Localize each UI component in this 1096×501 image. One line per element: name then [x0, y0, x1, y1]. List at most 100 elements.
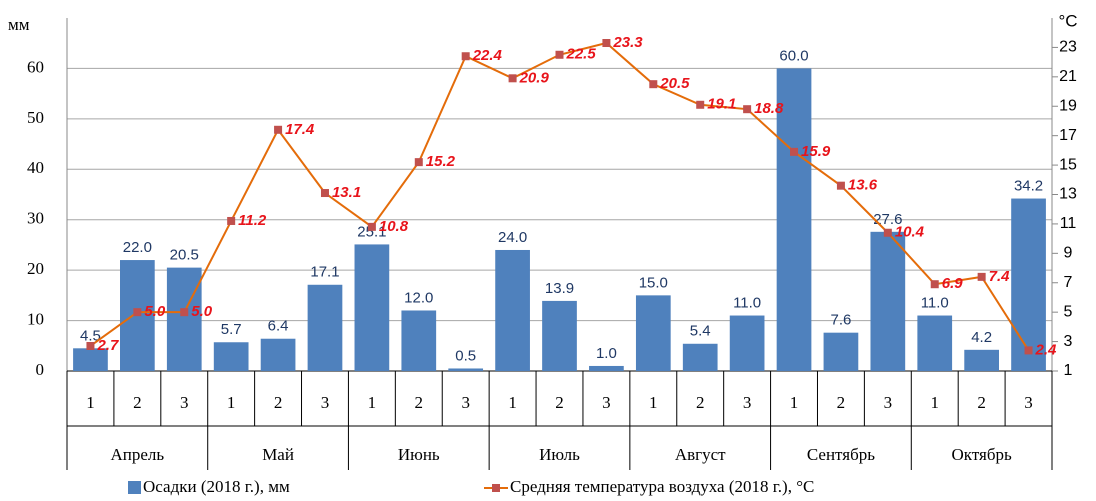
line-marker — [977, 272, 986, 281]
x-tick-label: 2 — [133, 393, 142, 412]
category-group-label: Июль — [539, 445, 580, 464]
line-value-label: 15.9 — [801, 143, 831, 160]
line-marker — [883, 228, 892, 237]
bar-value-label: 4.2 — [971, 329, 992, 346]
line-value-label: 19.1 — [707, 96, 736, 113]
line-marker — [180, 308, 189, 317]
y-tick-label: 50 — [27, 108, 44, 127]
bar — [917, 315, 953, 371]
y2-tick-label: 1 — [1064, 362, 1073, 379]
line-marker — [133, 308, 142, 317]
line-marker — [602, 39, 611, 48]
bar — [1011, 198, 1046, 371]
line-marker — [367, 222, 376, 231]
line-value-label: 15.2 — [426, 153, 456, 170]
line-marker — [274, 125, 283, 134]
bar — [495, 249, 530, 371]
line-value-label: 10.8 — [379, 218, 409, 235]
x-tick-label: 2 — [555, 393, 564, 412]
line-marker — [930, 280, 939, 289]
x-tick-label: 1 — [368, 393, 377, 412]
bar — [401, 310, 437, 371]
line-value-label: 22.4 — [472, 47, 503, 64]
x-tick-label: 2 — [837, 393, 846, 412]
bar-value-label: 4.5 — [80, 327, 101, 344]
line-value-label: 13.1 — [332, 184, 361, 201]
line-marker — [836, 181, 845, 190]
bar — [307, 284, 343, 371]
y2-axis-label: °C — [1058, 11, 1077, 30]
bar — [73, 348, 108, 371]
x-tick-label: 3 — [743, 393, 752, 412]
y2-tick-label: 5 — [1064, 303, 1073, 320]
category-group-label: Август — [675, 445, 726, 464]
y-tick-label: 0 — [36, 360, 45, 379]
category-group-label: Май — [262, 445, 294, 464]
bar-value-label: 1.0 — [596, 345, 617, 362]
x-tick-label: 1 — [790, 393, 799, 412]
line-value-label: 17.4 — [285, 121, 315, 138]
line-value-label: 18.8 — [754, 100, 784, 117]
bar-value-label: 12.0 — [404, 289, 433, 306]
bar-value-label: 15.0 — [639, 274, 668, 291]
line-value-label: 5.0 — [144, 303, 166, 320]
bar-value-label: 60.0 — [779, 47, 808, 64]
x-tick-label: 3 — [884, 393, 893, 412]
y2-tick-label: 23 — [1059, 39, 1077, 56]
line-marker — [227, 216, 236, 225]
line-marker — [86, 341, 95, 350]
bar — [964, 349, 999, 371]
line-value-label: 11.2 — [238, 212, 267, 229]
line-marker — [461, 52, 470, 61]
line-marker — [696, 100, 705, 109]
y2-tick-label: 7 — [1064, 274, 1073, 291]
bar-value-label: 6.4 — [268, 318, 289, 335]
y2-tick-label: 3 — [1064, 333, 1073, 350]
line-marker — [743, 105, 752, 114]
y2-tick-label: 15 — [1059, 156, 1077, 173]
y-tick-label: 60 — [27, 57, 44, 76]
line-marker — [320, 189, 329, 198]
bar-value-label: 27.6 — [873, 211, 902, 228]
line-value-label: 23.3 — [612, 34, 643, 51]
bar — [729, 315, 765, 371]
bar-value-label: 5.4 — [690, 323, 711, 340]
y-tick-label: 10 — [27, 309, 44, 328]
line-value-label: 20.9 — [519, 69, 550, 86]
x-tick-label: 3 — [180, 393, 189, 412]
y2-tick-label: 11 — [1060, 215, 1077, 232]
legend-label: Осадки (2018 г.), мм — [143, 477, 290, 496]
legend-marker — [492, 484, 500, 492]
line-marker — [1024, 346, 1033, 355]
bar-value-label: 25.1 — [357, 223, 386, 240]
bar-value-label: 13.9 — [545, 280, 574, 297]
category-group-label: Сентябрь — [807, 445, 875, 464]
bar-value-label: 17.1 — [310, 264, 339, 281]
x-tick-label: 3 — [321, 393, 330, 412]
y-axis-label: мм — [8, 15, 30, 34]
line-marker — [555, 50, 564, 59]
bar — [448, 368, 484, 371]
bar — [354, 244, 390, 371]
x-tick-label: 2 — [977, 393, 986, 412]
bar — [589, 365, 624, 371]
line-value-label: 2.7 — [96, 337, 119, 354]
category-group-label: Октябрь — [952, 445, 1012, 464]
bar — [776, 68, 812, 371]
line-value-label: 22.5 — [566, 46, 597, 63]
x-tick-label: 1 — [930, 393, 939, 412]
bar-value-label: 20.5 — [170, 247, 199, 264]
line-marker — [414, 158, 423, 167]
line-value-label: 13.6 — [848, 177, 878, 194]
line-value-label: 20.5 — [659, 75, 690, 92]
bar-value-label: 5.7 — [221, 321, 242, 338]
bar-value-label: 22.0 — [123, 239, 152, 256]
y-tick-label: 30 — [27, 209, 44, 228]
line-marker — [508, 74, 517, 83]
x-tick-label: 1 — [649, 393, 658, 412]
x-tick-label: 2 — [274, 393, 283, 412]
bar-value-label: 11.0 — [733, 294, 761, 311]
x-tick-label: 3 — [602, 393, 611, 412]
x-tick-label: 3 — [461, 393, 470, 412]
